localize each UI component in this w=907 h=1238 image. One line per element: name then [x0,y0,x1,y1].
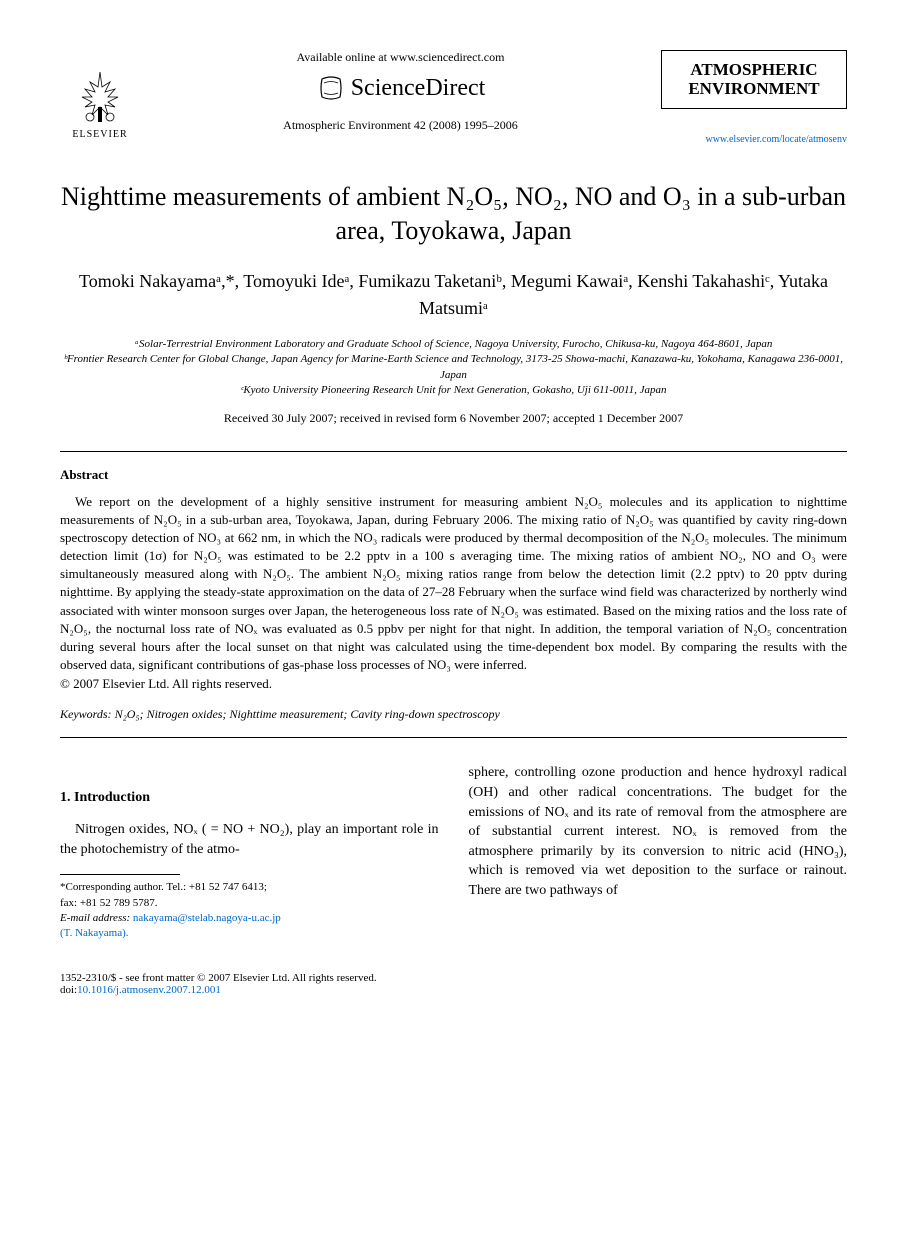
intro-paragraph-right: sphere, controlling ozone production and… [469,763,848,900]
journal-reference: Atmospheric Environment 42 (2008) 1995–2… [160,118,641,133]
fax: fax: +81 52 789 5787. [60,896,439,911]
two-column-body: 1. Introduction Nitrogen oxides, NOₓ ( =… [60,763,847,941]
paper-page: ELSEVIER Available online at www.science… [0,0,907,1046]
email-line: E-mail address: nakayama@stelab.nagoya-u… [60,911,439,926]
footer-info: 1352-2310/$ - see front matter © 2007 El… [60,972,847,996]
doi-line: doi:10.1016/j.atmosenv.2007.12.001 [60,984,847,996]
keywords-text: N₂O₅; Nitrogen oxides; Nighttime measure… [115,707,500,721]
center-header: Available online at www.sciencedirect.co… [140,50,661,133]
paper-title: Nighttime measurements of ambient N₂O₅, … [60,180,847,248]
author-name-footnote: (T. Nakayama). [60,926,439,941]
affiliation-a: ᵃSolar-Terrestrial Environment Laborator… [60,337,847,352]
footnote-divider [60,874,180,875]
available-online-text: Available online at www.sciencedirect.co… [160,50,641,65]
sciencedirect-icon [316,73,346,103]
abstract-label: Abstract [60,467,847,483]
copyright: © 2007 Elsevier Ltd. All rights reserved… [60,676,847,692]
journal-box: ATMOSPHERIC ENVIRONMENT [661,50,847,109]
dates: Received 30 July 2007; received in revis… [60,411,847,426]
journal-name-line1: ATMOSPHERIC [674,61,834,80]
column-right: sphere, controlling ozone production and… [469,763,848,941]
elsevier-logo: ELSEVIER [60,50,140,140]
abstract-text: We report on the development of a highly… [60,493,847,675]
email-address[interactable]: nakayama@stelab.nagoya-u.ac.jp [133,912,281,924]
sciencedirect-logo: ScienceDirect [160,73,641,103]
keywords: Keywords: N₂O₅; Nitrogen oxides; Nightti… [60,707,847,722]
doi-link[interactable]: 10.1016/j.atmosenv.2007.12.001 [77,984,221,996]
elsevier-tree-icon [70,67,130,127]
journal-url[interactable]: www.elsevier.com/locate/atmosenv [661,134,847,145]
column-left: 1. Introduction Nitrogen oxides, NOₓ ( =… [60,763,439,941]
journal-name-line2: ENVIRONMENT [674,80,834,99]
doi-label: doi: [60,984,77,996]
affiliations: ᵃSolar-Terrestrial Environment Laborator… [60,337,847,399]
divider-top [60,451,847,452]
divider-bottom [60,737,847,738]
journal-box-container: ATMOSPHERIC ENVIRONMENT www.elsevier.com… [661,50,847,145]
intro-paragraph-left: Nitrogen oxides, NOₓ ( = NO + NO₂), play… [60,820,439,859]
sciencedirect-text: ScienceDirect [351,75,486,102]
corresponding-author: *Corresponding author. Tel.: +81 52 747 … [60,880,439,895]
affiliation-b: ᵇFrontier Research Center for Global Cha… [60,352,847,383]
section-1-heading: 1. Introduction [60,788,439,808]
affiliation-c: ᶜKyoto University Pioneering Research Un… [60,383,847,398]
elsevier-text: ELSEVIER [72,129,127,140]
authors: Tomoki Nakayamaᵃ,*, Tomoyuki Ideᵃ, Fumik… [60,268,847,322]
keywords-label: Keywords: [60,707,112,721]
footnote: *Corresponding author. Tel.: +81 52 747 … [60,880,439,942]
header-row: ELSEVIER Available online at www.science… [60,50,847,145]
email-label: E-mail address: [60,912,130,924]
front-matter: 1352-2310/$ - see front matter © 2007 El… [60,972,847,984]
